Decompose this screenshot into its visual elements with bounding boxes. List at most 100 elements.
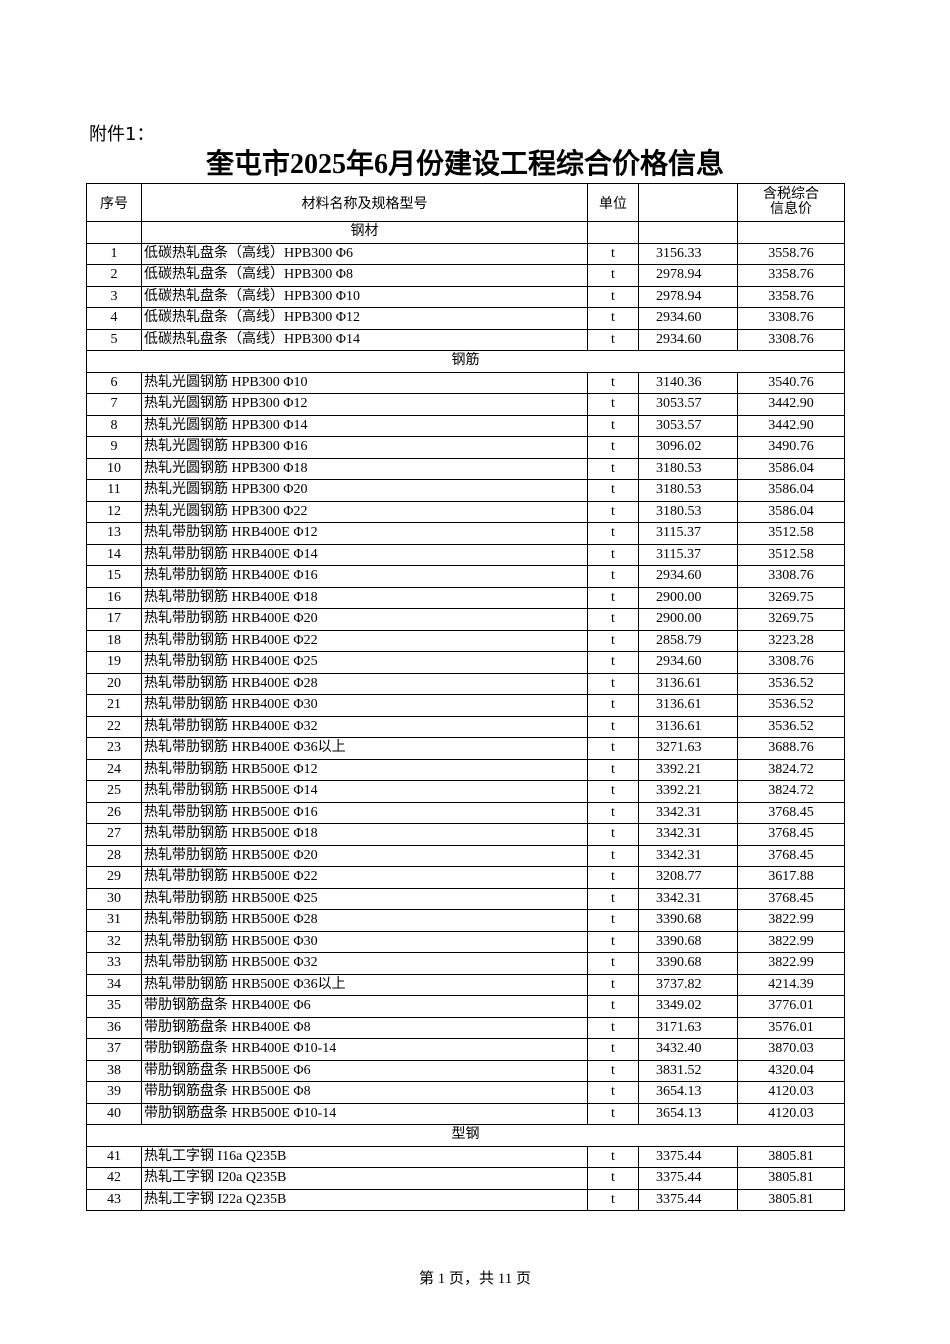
cell: 3540.76 — [737, 371, 845, 394]
data-row: 10 热轧光圆钢筋 HPB300 Φ18 t 3180.53 3586.04 — [86, 457, 845, 480]
cell: 3053.57 — [638, 414, 738, 437]
cell: 带肋钢筋盘条 HRB500E Φ10-14 — [141, 1102, 588, 1125]
data-row: 24 热轧带肋钢筋 HRB500E Φ12 t 3392.21 3824.72 — [86, 758, 845, 781]
cell: t — [587, 866, 639, 889]
data-row: 21 热轧带肋钢筋 HRB400E Φ30 t 3136.61 3536.52 — [86, 694, 845, 717]
data-row: 6 热轧光圆钢筋 HPB300 Φ10 t 3140.36 3540.76 — [86, 371, 845, 394]
cell: 25 — [86, 780, 142, 803]
data-row: 36 带肋钢筋盘条 HRB400E Φ8 t 3171.63 3576.01 — [86, 1016, 845, 1039]
cell: 3342.31 — [638, 844, 738, 867]
data-row: 16 热轧带肋钢筋 HRB400E Φ18 t 2900.00 3269.75 — [86, 586, 845, 609]
cell: t — [587, 823, 639, 846]
cell: 热轧带肋钢筋 HRB500E Φ16 — [141, 801, 588, 824]
data-row: 26 热轧带肋钢筋 HRB500E Φ16 t 3342.31 3768.45 — [86, 801, 845, 824]
data-row: 12 热轧光圆钢筋 HPB300 Φ22 t 3180.53 3586.04 — [86, 500, 845, 523]
cell: 热轧带肋钢筋 HRB400E Φ22 — [141, 629, 588, 652]
data-row: 32 热轧带肋钢筋 HRB500E Φ30 t 3390.68 3822.99 — [86, 930, 845, 953]
cell: t — [587, 930, 639, 953]
cell: 15 — [86, 565, 142, 588]
cell: 热轧光圆钢筋 HPB300 Φ16 — [141, 436, 588, 459]
data-row: 3 低碳热轧盘条（高线）HPB300 Φ10 t 2978.94 3358.76 — [86, 285, 845, 308]
cell: 20 — [86, 672, 142, 695]
cell: 35 — [86, 995, 142, 1018]
cell: 4214.39 — [737, 973, 845, 996]
cell: 3822.99 — [737, 952, 845, 975]
cell: 38 — [86, 1059, 142, 1082]
cell: t — [587, 608, 639, 631]
cell: 3115.37 — [638, 543, 738, 566]
data-row: 4 低碳热轧盘条（高线）HPB300 Φ12 t 2934.60 3308.76 — [86, 307, 845, 330]
cell: 热轧光圆钢筋 HPB300 Φ20 — [141, 479, 588, 502]
cell: 3269.75 — [737, 608, 845, 631]
data-row: 38 带肋钢筋盘条 HRB500E Φ6 t 3831.52 4320.04 — [86, 1059, 845, 1082]
cell: 3349.02 — [638, 995, 738, 1018]
cell: 3156.33 — [638, 242, 738, 265]
cell: t — [587, 1081, 639, 1104]
cell: 4320.04 — [737, 1059, 845, 1082]
cell: 3536.52 — [737, 672, 845, 695]
cell: 3375.44 — [638, 1188, 738, 1211]
cell: 24 — [86, 758, 142, 781]
header-cell: 序号 — [86, 183, 142, 222]
section-row: 型钢 — [86, 1124, 845, 1147]
header-text: 含税综合信息价 — [763, 187, 819, 217]
cell: 3390.68 — [638, 930, 738, 953]
cell: 热轧带肋钢筋 HRB500E Φ30 — [141, 930, 588, 953]
cell: 3776.01 — [737, 995, 845, 1018]
cell: 2934.60 — [638, 651, 738, 674]
cell: 36 — [86, 1016, 142, 1039]
cell: 低碳热轧盘条（高线）HPB300 Φ14 — [141, 328, 588, 351]
cell: 21 — [86, 694, 142, 717]
cell: 带肋钢筋盘条 HRB400E Φ6 — [141, 995, 588, 1018]
cell: 3 — [86, 285, 142, 308]
cell: t — [587, 887, 639, 910]
section-title: 型钢 — [86, 1124, 845, 1147]
cell: 带肋钢筋盘条 HRB500E Φ6 — [141, 1059, 588, 1082]
cell: 32 — [86, 930, 142, 953]
cell: 3654.13 — [638, 1102, 738, 1125]
cell: 2900.00 — [638, 586, 738, 609]
header-row: 序号 材料名称及规格型号 单位 含税综合信息价 — [86, 183, 845, 222]
cell: t — [587, 436, 639, 459]
cell: 热轧工字钢 I20a Q235B — [141, 1167, 588, 1190]
data-row: 40 带肋钢筋盘条 HRB500E Φ10-14 t 3654.13 4120.03 — [86, 1102, 845, 1125]
cell: 3768.45 — [737, 844, 845, 867]
cell: 5 — [86, 328, 142, 351]
cell: t — [587, 393, 639, 416]
cell: 6 — [86, 371, 142, 394]
cell: 31 — [86, 909, 142, 932]
cell: 热轧带肋钢筋 HRB400E Φ25 — [141, 651, 588, 674]
cell: 3358.76 — [737, 285, 845, 308]
cell: 3432.40 — [638, 1038, 738, 1061]
cell: 热轧光圆钢筋 HPB300 Φ22 — [141, 500, 588, 523]
cell: t — [587, 952, 639, 975]
cell: 3342.31 — [638, 801, 738, 824]
cell: 3342.31 — [638, 887, 738, 910]
cell: t — [587, 1016, 639, 1039]
cell: 3308.76 — [737, 565, 845, 588]
cell: 2978.94 — [638, 264, 738, 287]
cell: 3269.75 — [737, 586, 845, 609]
data-row: 31 热轧带肋钢筋 HRB500E Φ28 t 3390.68 3822.99 — [86, 909, 845, 932]
data-row: 29 热轧带肋钢筋 HRB500E Φ22 t 3208.77 3617.88 — [86, 866, 845, 889]
cell: 10 — [86, 457, 142, 480]
cell: 热轧光圆钢筋 HPB300 Φ14 — [141, 414, 588, 437]
cell: 带肋钢筋盘条 HRB400E Φ10-14 — [141, 1038, 588, 1061]
cell: t — [587, 694, 639, 717]
cell: 3768.45 — [737, 823, 845, 846]
cell: 14 — [86, 543, 142, 566]
cell: 3805.81 — [737, 1167, 845, 1190]
cell: 3822.99 — [737, 930, 845, 953]
cell: 热轧带肋钢筋 HRB400E Φ16 — [141, 565, 588, 588]
cell: 4 — [86, 307, 142, 330]
cell: t — [587, 995, 639, 1018]
cell: 4120.03 — [737, 1081, 845, 1104]
cell: 3171.63 — [638, 1016, 738, 1039]
cell: 34 — [86, 973, 142, 996]
data-row: 22 热轧带肋钢筋 HRB400E Φ32 t 3136.61 3536.52 — [86, 715, 845, 738]
cell: 30 — [86, 887, 142, 910]
cell: 3342.31 — [638, 823, 738, 846]
cell: 3136.61 — [638, 672, 738, 695]
cell: 3654.13 — [638, 1081, 738, 1104]
cell: t — [587, 328, 639, 351]
